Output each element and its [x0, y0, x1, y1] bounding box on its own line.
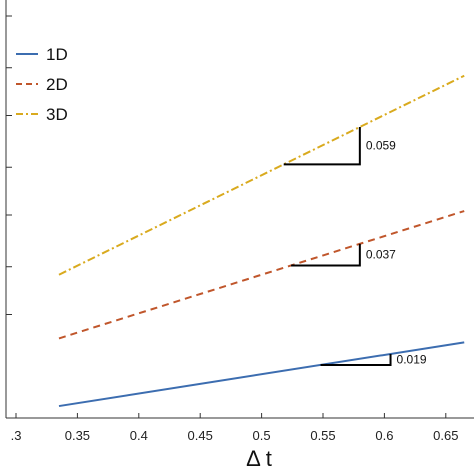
x-tick-label: 0.6	[375, 428, 393, 443]
slope-triangle-2d	[291, 243, 361, 267]
x-tick-label: 0.55	[310, 428, 335, 443]
x-axis-label: Δ t	[246, 446, 272, 471]
legend-label-2d: 2D	[46, 75, 68, 94]
slope-triangle-3d	[283, 126, 361, 166]
x-tick-label: .3	[11, 428, 22, 443]
series-line-1d	[58, 341, 465, 408]
x-tick-label: 0.45	[188, 428, 213, 443]
x-tick-label: 0.65	[433, 428, 458, 443]
series-line-3d	[58, 74, 465, 276]
slope-label-2d: 0.037	[366, 248, 396, 262]
series-layer	[58, 74, 465, 408]
annotations-layer: 0.059 0.037 0.019	[283, 126, 427, 366]
slope-label-1d: 0.019	[397, 352, 427, 366]
legend-label-1d: 1D	[46, 45, 68, 64]
series-line-2d	[58, 210, 465, 340]
x-tick-label: 0.4	[130, 428, 148, 443]
x-tick-label: 0.5	[253, 428, 271, 443]
ticks-layer: .3 0.35 0.4 0.45 0.5 0.55 0.6 0.65	[5, 0, 474, 443]
legend-label-3d: 3D	[46, 105, 68, 124]
slope-triangle-1d	[320, 353, 392, 366]
x-tick-label: 0.35	[65, 428, 90, 443]
slope-label-3d: 0.059	[366, 139, 396, 153]
legend: 1D 2D 3D	[16, 45, 68, 124]
